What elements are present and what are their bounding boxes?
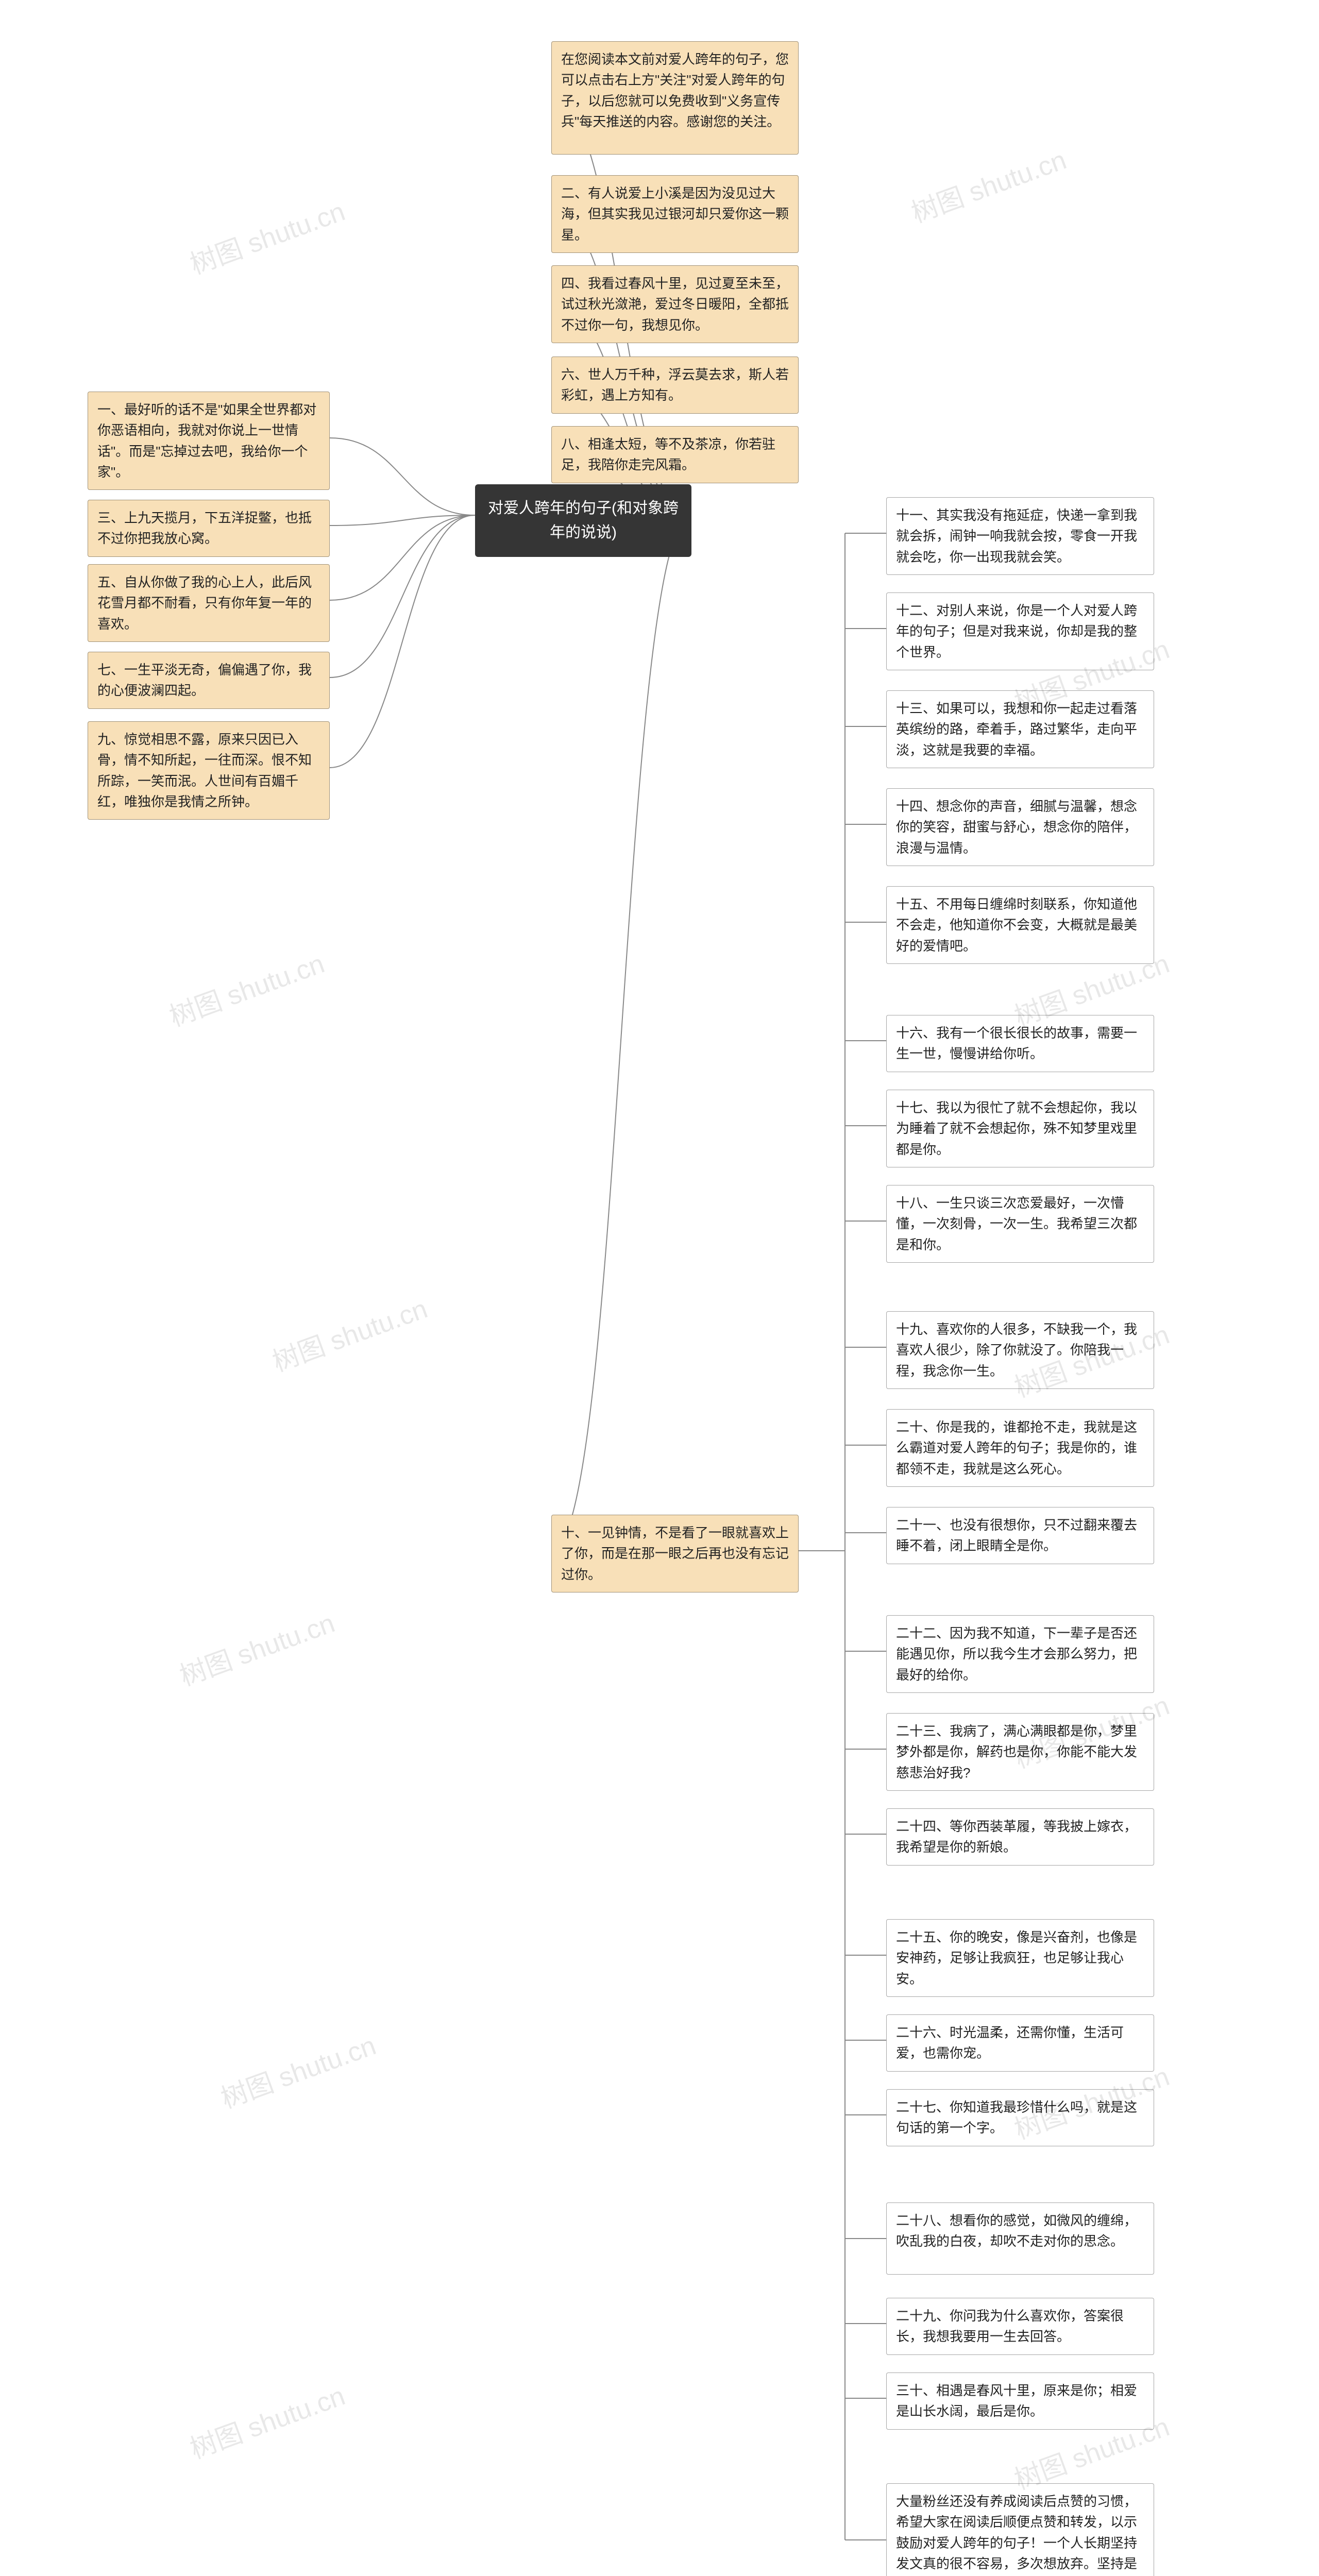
grandchild-node-g30[interactable]: 三十、相遇是春风十里，原来是你；相爱是山长水阔，最后是你。 [886,2372,1154,2430]
grandchild-node-g17[interactable]: 十七、我以为很忙了就不会想起你，我以为睡着了就不会想起你，殊不知梦里戏里都是你。 [886,1090,1154,1167]
right-node-r4[interactable]: 四、我看过春风十里，见过夏至未至，试过秋光潋滟，爱过冬日暖阳，全都抵不过你一句，… [551,265,799,343]
grandchild-node-g25[interactable]: 二十五、你的晚安，像是兴奋剂，也像是安神药，足够让我疯狂，也足够让我心安。 [886,1919,1154,1997]
left-node-l1[interactable]: 一、最好听的话不是"如果全世界都对你恶语相向，我就对你说上一世情话"。而是"忘掉… [88,392,330,490]
grandchild-node-g28[interactable]: 二十八、想看你的感觉，如微风的缠绵，吹乱我的白夜，却吹不走对你的思念。 [886,2202,1154,2275]
watermark: 树图 shutu.cn [174,1601,340,1693]
grandchild-node-g21[interactable]: 二十一、也没有很想你，只不过翻来覆去睡不着，闭上眼睛全是你。 [886,1507,1154,1564]
right-node-r0[interactable]: 在您阅读本文前对爱人跨年的句子，您可以点击右上方"关注"对爱人跨年的句子，以后您… [551,41,799,155]
watermark: 树图 shutu.cn [266,1287,432,1379]
left-node-l3[interactable]: 三、上九天揽月，下五洋捉鳖，也抵不过你把我放心窝。 [88,500,330,557]
grandchild-node-g29[interactable]: 二十九、你问我为什么喜欢你，答案很长，我想我要用一生去回答。 [886,2298,1154,2355]
right-node-r8[interactable]: 八、相逢太短，等不及茶凉，你若驻足，我陪你走完风霜。 [551,426,799,483]
grandchild-node-gfoot[interactable]: 大量粉丝还没有养成阅读后点赞的习惯，希望大家在阅读后顺便点赞和转发，以示鼓励对爱… [886,2483,1154,2576]
grandchild-node-g26[interactable]: 二十六、时光温柔，还需你懂，生活可爱，也需你宠。 [886,2014,1154,2072]
right-node-r6[interactable]: 六、世人万千种，浮云莫去求，斯人若彩虹，遇上方知有。 [551,357,799,414]
grandchild-node-g23[interactable]: 二十三、我病了，满心满眼都是你，梦里梦外都是你，解药也是你，你能不能大发慈悲治好… [886,1713,1154,1791]
mindmap-canvas: 对爱人跨年的句子(和对象跨年的说说) 一、最好听的话不是"如果全世界都对你恶语相向… [0,0,1319,2576]
grandchild-node-g27[interactable]: 二十七、你知道我最珍惜什么吗，就是这句话的第一个字。 [886,2089,1154,2146]
grandchild-node-g19[interactable]: 十九、喜欢你的人很多，不缺我一个，我喜欢人很少，除了你就没了。你陪我一程，我念你… [886,1311,1154,1389]
grandchild-node-g22[interactable]: 二十二、因为我不知道，下一辈子是否还能遇见你，所以我今生才会那么努力，把最好的给… [886,1615,1154,1693]
grandchild-node-g16[interactable]: 十六、我有一个很长很长的故事，需要一生一世，慢慢讲给你听。 [886,1015,1154,1072]
watermark: 树图 shutu.cn [184,190,350,281]
grandchild-node-g18[interactable]: 十八、一生只谈三次恋爱最好，一次懵懂，一次刻骨，一次一生。我希望三次都是和你。 [886,1185,1154,1263]
watermark: 树图 shutu.cn [905,138,1071,230]
watermark: 树图 shutu.cn [163,942,329,1033]
grandchild-node-g12[interactable]: 十二、对别人来说，你是一个人对爱人跨年的句子；但是对我来说，你却是我的整个世界。 [886,592,1154,670]
grandchild-node-g13[interactable]: 十三、如果可以，我想和你一起走过看落英缤纷的路，牵着手，路过繁华，走向平淡，这就… [886,690,1154,768]
root-node[interactable]: 对爱人跨年的句子(和对象跨年的说说) [475,484,691,557]
right-node-r10[interactable]: 十、一见钟情，不是看了一眼就喜欢上了你，而是在那一眼之后再也没有忘记过你。 [551,1515,799,1592]
grandchild-node-g24[interactable]: 二十四、等你西装革履，等我披上嫁衣，我希望是你的新娘。 [886,1808,1154,1866]
left-node-l9[interactable]: 九、惊觉相思不露，原来只因已入骨，情不知所起，一往而深。恨不知所踪，一笑而泯。人… [88,721,330,820]
grandchild-node-g14[interactable]: 十四、想念你的声音，细腻与温馨，想念你的笑容，甜蜜与舒心，想念你的陪伴，浪漫与温… [886,788,1154,866]
left-node-l7[interactable]: 七、一生平淡无奇，偏偏遇了你，我的心便波澜四起。 [88,652,330,709]
watermark: 树图 shutu.cn [215,2024,381,2115]
left-node-l5[interactable]: 五、自从你做了我的心上人，此后风花雪月都不耐看，只有你年复一年的喜欢。 [88,564,330,642]
right-node-r2[interactable]: 二、有人说爱上小溪是因为没见过大海，但其实我见过银河却只爱你这一颗星。 [551,175,799,253]
grandchild-node-g20[interactable]: 二十、你是我的，谁都抢不走，我就是这么霸道对爱人跨年的句子；我是你的，谁都领不走… [886,1409,1154,1487]
watermark: 树图 shutu.cn [184,2374,350,2466]
grandchild-node-g11[interactable]: 十一、其实我没有拖延症，快递一拿到我就会拆，闹钟一响我就会按，零食一开我就会吃，… [886,497,1154,575]
grandchild-node-g15[interactable]: 十五、不用每日缠绵时刻联系，你知道他不会走，他知道你不会变，大概就是最美好的爱情… [886,886,1154,964]
